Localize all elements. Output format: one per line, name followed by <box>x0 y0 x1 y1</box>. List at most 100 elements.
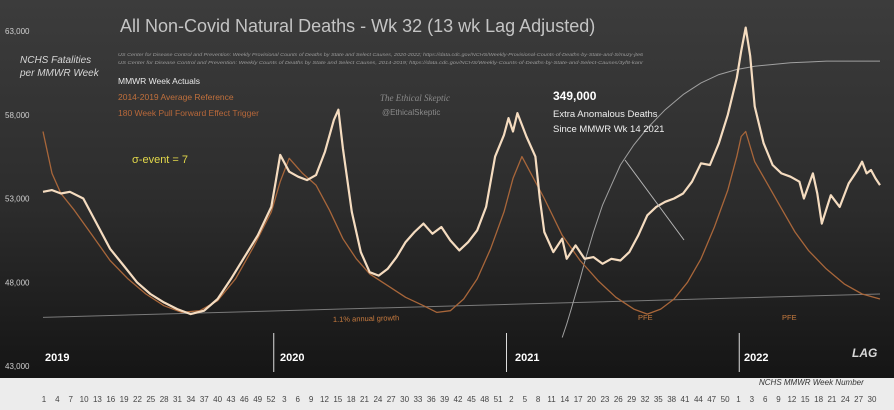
x-tick-label: 5 <box>523 395 528 404</box>
y-axis-label-line2: per MMWR Week <box>19 68 100 79</box>
x-tick-label: 33 <box>413 395 422 404</box>
chart-title: All Non-Covid Natural Deaths - Wk 32 (13… <box>120 16 595 36</box>
x-tick-label: 28 <box>160 395 169 404</box>
series-layer <box>42 26 881 338</box>
x-tick-label: 21 <box>827 395 836 404</box>
x-tick-label: 11 <box>547 395 556 404</box>
x-tick-label: 38 <box>667 395 676 404</box>
x-tick-label: 23 <box>600 395 609 404</box>
series-line-180-week-pull-forward-effect-trigger <box>561 60 880 338</box>
x-tick-labels: 1 4 7 10 13 16 19 22 25 28 31 34 37 40 43 46 49 52 3 6 9 12 15… <box>42 395 877 404</box>
growth-label: 1.1% annual growth <box>333 313 400 324</box>
year-separators <box>273 333 740 372</box>
x-tick-label: 25 <box>146 395 155 404</box>
legend-pfe-trigger: 180 Week Pull Forward Effect Trigger <box>118 108 259 118</box>
x-tick-label: 1 <box>42 395 47 404</box>
x-tick-label: 51 <box>494 395 503 404</box>
x-tick-label: 3 <box>750 395 755 404</box>
x-tick-label: 9 <box>309 395 314 404</box>
x-tick-label: 41 <box>681 395 690 404</box>
x-tick-label: 14 <box>560 395 569 404</box>
y-tick-label: 63,000 <box>5 27 30 36</box>
excess-deaths-line2: Since MMWR Wk 14 2021 <box>553 124 664 135</box>
x-tick-label: 18 <box>347 395 356 404</box>
y-axis-label-line1: NCHS Fatalities <box>20 55 91 66</box>
x-tick-label: 15 <box>333 395 342 404</box>
y-tick-label: 53,000 <box>5 195 30 204</box>
x-tick-label: 49 <box>253 395 262 404</box>
x-tick-label: 27 <box>387 395 396 404</box>
x-tick-label: 26 <box>614 395 623 404</box>
x-tick-label: 52 <box>267 395 276 404</box>
x-tick-label: 50 <box>721 395 730 404</box>
x-tick-label: 6 <box>295 395 300 404</box>
x-tick-label: 30 <box>400 395 409 404</box>
x-tick-label: 21 <box>360 395 369 404</box>
source-note-2: US Center for Disease Control and Preven… <box>118 60 644 65</box>
x-tick-label: 46 <box>240 395 249 404</box>
x-tick-label: 19 <box>120 395 129 404</box>
x-tick-label: 43 <box>227 395 236 404</box>
x-tick-label: 44 <box>694 395 703 404</box>
x-tick-label: 17 <box>574 395 583 404</box>
x-tick-label: 8 <box>536 395 541 404</box>
x-tick-label: 6 <box>763 395 768 404</box>
x-tick-label: 40 <box>213 395 222 404</box>
x-axis-label: NCHS MMWR Week Number <box>759 378 864 387</box>
x-tick-label: 12 <box>787 395 796 404</box>
watermark-handle: @EthicalSkeptic <box>382 108 440 117</box>
annotation-pointer <box>624 159 685 241</box>
pfe-label-2021: PFE <box>638 313 653 322</box>
x-tick-label: 10 <box>80 395 89 404</box>
x-tick-label: 3 <box>282 395 287 404</box>
x-tick-label: 45 <box>467 395 476 404</box>
x-tick-label: 31 <box>173 395 182 404</box>
pfe-label-2022: PFE <box>782 313 797 322</box>
x-tick-label: 20 <box>587 395 596 404</box>
excess-deaths-value: 349,000 <box>553 89 597 103</box>
x-tick-label: 34 <box>186 395 195 404</box>
x-tick-label: 30 <box>868 395 877 404</box>
series-line-2014-2019-average-reference <box>42 130 881 315</box>
excess-deaths-line1: Extra Anomalous Deaths <box>553 109 658 120</box>
x-tick-label: 27 <box>854 395 863 404</box>
x-tick-label: 24 <box>373 395 382 404</box>
x-tick-label: 36 <box>427 395 436 404</box>
year-label-2021: 2021 <box>515 352 539 364</box>
x-tick-label: 48 <box>480 395 489 404</box>
y-tick-label: 48,000 <box>5 278 30 287</box>
x-tick-label: 24 <box>841 395 850 404</box>
x-tick-label: 15 <box>801 395 810 404</box>
x-tick-label: 9 <box>776 395 781 404</box>
x-tick-label: 12 <box>320 395 329 404</box>
lag-label: LAG <box>852 346 877 360</box>
year-label-2019: 2019 <box>45 352 69 364</box>
plot-background <box>0 0 894 378</box>
x-axis-strip <box>0 378 894 410</box>
x-tick-label: 1 <box>736 395 741 404</box>
legend-actuals: MMWR Week Actuals <box>118 76 200 86</box>
y-tick-label: 58,000 <box>5 111 30 120</box>
x-tick-label: 32 <box>641 395 650 404</box>
x-tick-label: 13 <box>93 395 102 404</box>
series-line-mmwr-week-actuals <box>42 26 881 316</box>
y-tick-label: 43,000 <box>5 362 30 371</box>
x-tick-label: 35 <box>654 395 663 404</box>
x-tick-label: 29 <box>627 395 636 404</box>
legend-reference: 2014-2019 Average Reference <box>118 92 234 102</box>
x-tick-label: 18 <box>814 395 823 404</box>
x-tick-label: 39 <box>440 395 449 404</box>
watermark-name: The Ethical Skeptic <box>380 93 450 103</box>
y-tick-labels: 63,000 58,000 53,000 48,000 43,000 <box>5 27 30 371</box>
sigma-event-label: σ-event = 7 <box>132 154 188 166</box>
source-note-1: US Center for Disease Control and Preven… <box>118 52 644 57</box>
x-tick-label: 7 <box>68 395 73 404</box>
x-tick-label: 4 <box>55 395 60 404</box>
x-tick-label: 37 <box>200 395 209 404</box>
x-tick-label: 2 <box>509 395 514 404</box>
x-tick-label: 42 <box>454 395 463 404</box>
series-line-1-1-annual-growth <box>42 293 881 318</box>
x-tick-label: 16 <box>106 395 115 404</box>
